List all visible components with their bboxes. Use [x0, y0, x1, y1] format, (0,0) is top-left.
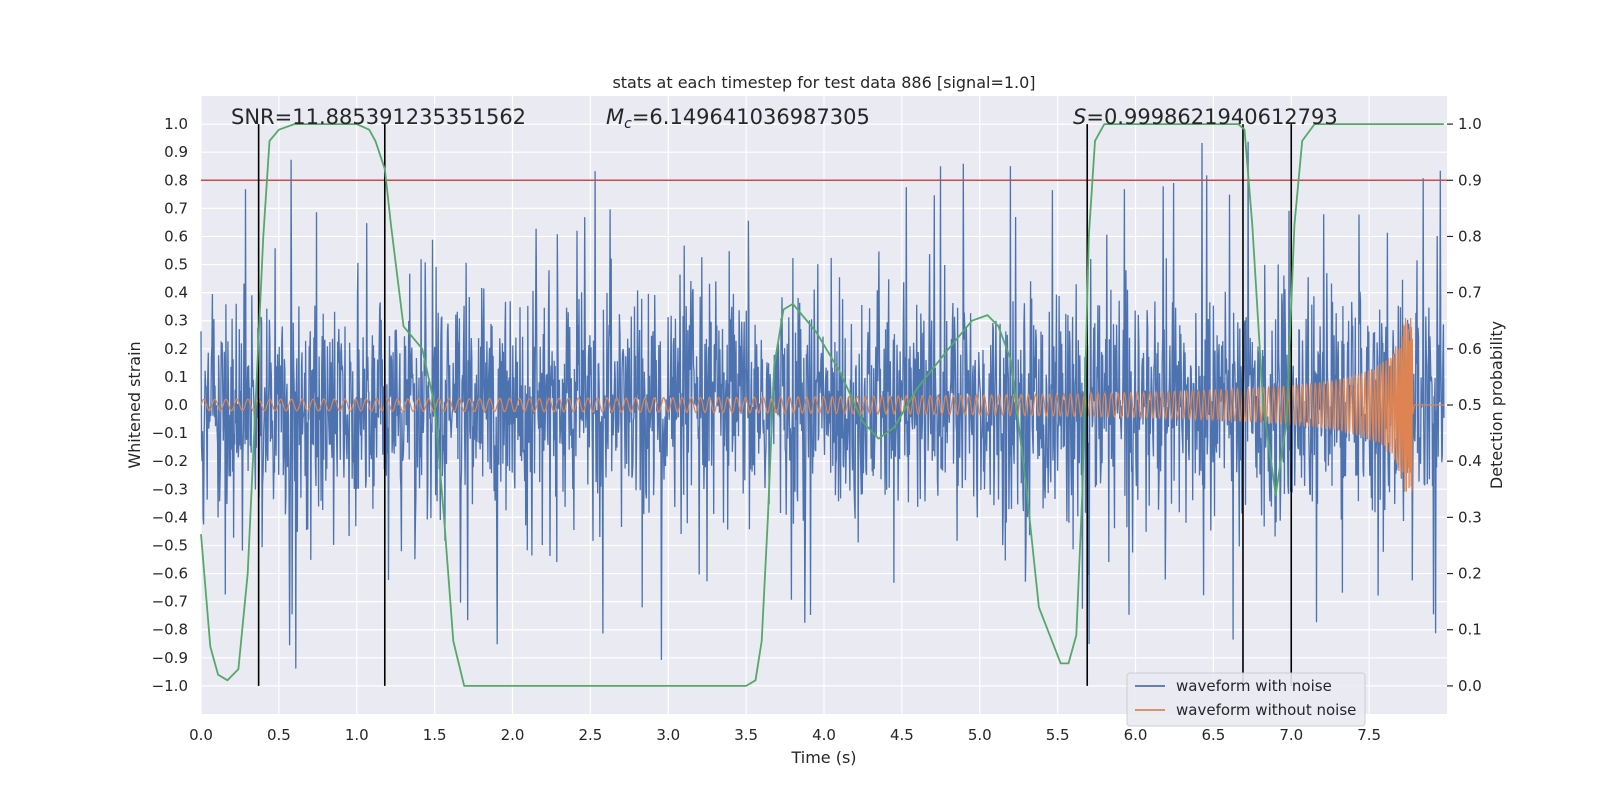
y2-tick-label: 0.4 [1458, 452, 1482, 470]
x-tick-label: 4.5 [890, 726, 914, 744]
y2-tick-label: 0.2 [1458, 565, 1482, 583]
legend-box [1126, 672, 1366, 727]
chirp-mass-value: =6.149641036987305 [632, 105, 870, 129]
y-tick-label: 0.8 [164, 171, 188, 189]
x-tick-label: 6.0 [1124, 726, 1148, 744]
chirp-mass-subscript: c [624, 116, 632, 132]
y-tick-label: −0.7 [152, 593, 188, 611]
x-tick-label: 0.5 [267, 726, 291, 744]
y-tick-label: 0.4 [164, 284, 188, 302]
legend-label-noise: waveform with noise [1176, 677, 1332, 695]
y-tick-label: 0.9 [164, 143, 188, 161]
y-tick-label: −0.3 [152, 480, 188, 498]
y-tick-label: 0.0 [164, 396, 188, 414]
series-waveform-without-noise [200, 317, 1444, 492]
x-tick-label: 0.0 [189, 726, 213, 744]
y-tick-label: 1.0 [164, 115, 188, 133]
vertical-markers [257, 124, 1293, 686]
y-axis-ticks: 1.0 0.9 0.8 0.7 0.6 0.5 0.4 0.3 0.2 0.1 0.0 −0.1 −0.… [152, 115, 188, 695]
x-tick-label: 4.0 [812, 726, 836, 744]
y2-tick-label: 0.5 [1458, 396, 1482, 414]
x-tick-label: 1.0 [345, 726, 369, 744]
y-tick-label: −0.4 [152, 508, 188, 526]
y2-tick-label: 0.7 [1458, 284, 1482, 302]
chirp-mass-symbol: M [606, 105, 624, 129]
statistic-value: =0.9998621940612793 [1086, 105, 1337, 129]
x-tick-label: 5.0 [968, 726, 992, 744]
y2-axis-label: Detection probability [1487, 321, 1506, 489]
clean-line [200, 317, 1444, 492]
x-tick-label: 1.5 [423, 726, 447, 744]
x-axis-ticks: 0.0 0.5 1.0 1.5 2.0 2.5 3.0 3.5 4.0 4.5 5.0 5.5 6.0 6… [189, 726, 1381, 744]
y2-axis-ticks: 1.0 0.9 0.8 0.7 0.6 0.5 0.4 0.3 0.2 0.1 0.0 [1447, 115, 1482, 695]
y-tick-label: −0.5 [152, 536, 188, 554]
x-tick-label: 3.5 [734, 726, 758, 744]
y2-tick-label: 0.0 [1458, 677, 1482, 695]
snr-annotation: SNR=11.885391235351562 [231, 105, 526, 129]
y-tick-label: 0.1 [164, 368, 188, 386]
x-tick-label: 2.0 [501, 726, 525, 744]
y-tick-label: −0.8 [152, 621, 188, 639]
statistic-annotation: S=0.9998621940612793 [1073, 105, 1338, 129]
y-tick-label: 0.6 [164, 227, 188, 245]
y-tick-label: −1.0 [152, 677, 188, 695]
y-axis-label: Whitened strain [125, 341, 144, 468]
y-tick-label: −0.1 [152, 424, 188, 442]
legend-label-clean: waveform without noise [1176, 701, 1356, 719]
y2-tick-label: 0.9 [1458, 171, 1482, 189]
y-tick-label: 0.3 [164, 312, 188, 330]
x-tick-label: 6.5 [1201, 726, 1225, 744]
y2-tick-label: 0.6 [1458, 340, 1482, 358]
statistic-symbol: S [1073, 105, 1086, 129]
chart-title: stats at each timestep for test data 886… [612, 73, 1035, 92]
y2-tick-label: 1.0 [1458, 115, 1482, 133]
y-tick-label: −0.2 [152, 452, 188, 470]
y-tick-label: 0.7 [164, 199, 188, 217]
chirp-mass-annotation: Mc=6.149641036987305 [606, 105, 870, 132]
y-tick-label: 0.5 [164, 256, 188, 274]
y-tick-label: −0.9 [152, 649, 188, 667]
x-tick-label: 7.5 [1357, 726, 1381, 744]
y-tick-label: −0.6 [152, 565, 188, 583]
y2-tick-label: 0.3 [1458, 508, 1482, 526]
legend: waveform with noise waveform without noi… [1126, 672, 1366, 727]
y2-tick-label: 0.1 [1458, 621, 1482, 639]
noise-line [200, 141, 1445, 669]
y-tick-label: 0.2 [164, 340, 188, 358]
y2-tick-label: 0.8 [1458, 227, 1482, 245]
probability-line [200, 123, 1444, 687]
x-tick-label: 3.0 [656, 726, 680, 744]
series-waveform-with-noise [200, 141, 1445, 669]
x-tick-label: 2.5 [578, 726, 602, 744]
x-tick-label: 7.0 [1279, 726, 1303, 744]
series-detection-probability [200, 123, 1444, 687]
x-tick-label: 5.5 [1046, 726, 1070, 744]
x-axis-label: Time (s) [790, 748, 856, 767]
